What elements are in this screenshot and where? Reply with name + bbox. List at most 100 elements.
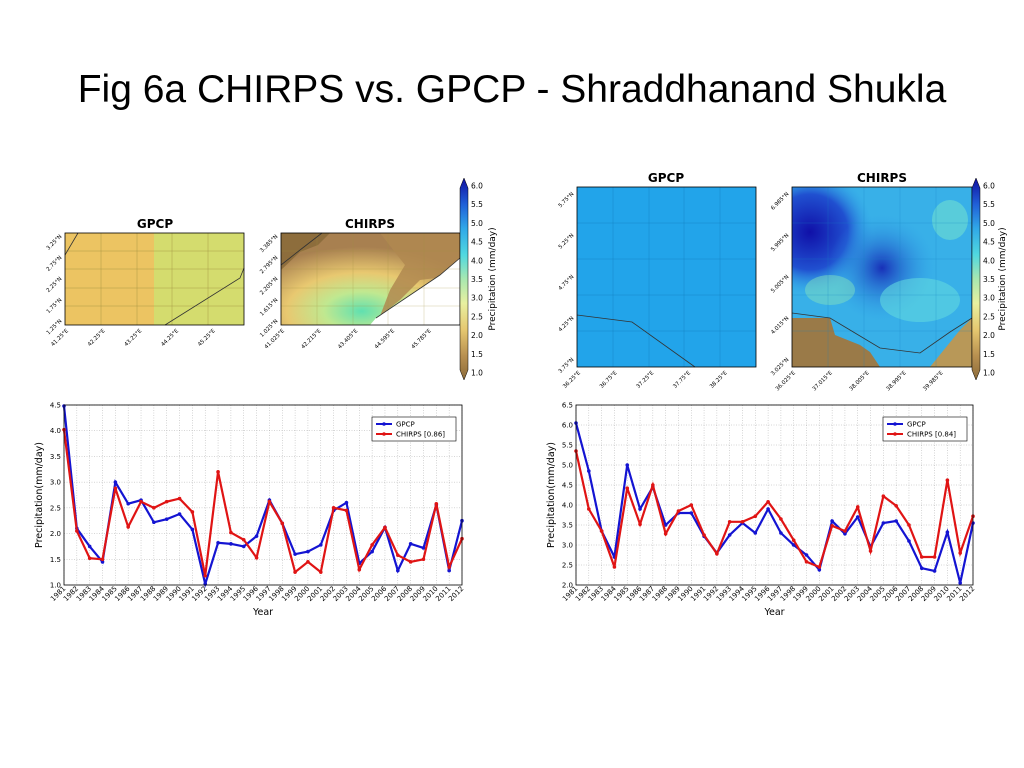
colorbar-right (971, 177, 981, 381)
data-point (907, 523, 911, 527)
y-tick-label: 2.5 (50, 504, 61, 512)
data-point (945, 530, 950, 534)
colorbar-tick-label: 5.5 (471, 200, 483, 209)
data-point (216, 541, 220, 545)
data-point (919, 555, 924, 559)
colorbar-tick-label: 3.0 (983, 294, 995, 303)
data-point (855, 505, 860, 509)
data-point (638, 507, 642, 511)
data-point (855, 515, 860, 519)
data-point (830, 519, 834, 523)
data-point (100, 560, 105, 564)
data-point (190, 527, 195, 532)
data-point (625, 463, 630, 467)
data-point (126, 525, 130, 529)
data-point (881, 521, 886, 525)
data-point (663, 523, 668, 527)
colorbar-tick-label: 1.0 (471, 369, 483, 378)
data-point (919, 566, 924, 570)
data-point (318, 543, 323, 547)
data-point (152, 506, 156, 510)
data-point (408, 560, 413, 564)
colorbar-tick-label: 2.0 (471, 331, 483, 340)
y-tick-label: 4.5 (562, 482, 573, 490)
data-point (766, 507, 770, 511)
y-tick-label: 6.0 (562, 422, 573, 430)
y-tick-label: 4.5 (50, 402, 61, 410)
legend-label: GPCP (396, 421, 415, 429)
data-point (190, 510, 195, 514)
colorbar-right-label: Precipitation (mm/day) (998, 227, 1008, 330)
y-tick-label: 4.0 (562, 502, 573, 510)
data-point (689, 511, 694, 515)
data-point (370, 549, 374, 554)
y-axis-label: Precipitation(mm/day) (546, 442, 557, 548)
y-tick-label: 2.0 (562, 582, 573, 590)
data-point (894, 504, 898, 508)
map-title-chirps-left: CHIRPS (345, 217, 395, 231)
data-point (740, 520, 745, 524)
data-point (177, 496, 182, 501)
legend-label: CHIRPS [0.86] (396, 431, 445, 439)
chirps-right-map (791, 186, 973, 368)
data-point (766, 500, 770, 504)
colorbar-left-label: Precipitation (mm/day) (488, 227, 498, 330)
data-point (727, 520, 732, 524)
colorbar-tick-label: 4.5 (471, 238, 483, 247)
data-point (868, 549, 873, 553)
data-point (434, 501, 439, 506)
slide-title: Fig 6a CHIRPS vs. GPCP - Shraddhanand Sh… (77, 68, 947, 111)
y-tick-label: 4.0 (50, 427, 61, 435)
data-point (830, 524, 834, 528)
data-point (241, 544, 246, 549)
colorbar-tick-label: 1.0 (983, 369, 995, 378)
data-point (587, 507, 591, 511)
legend: GPCP CHIRPS [0.86] (371, 416, 457, 442)
x-tick-label: 2012 (958, 585, 976, 603)
data-point (612, 565, 617, 569)
colorbar-tick-label: 1.5 (983, 350, 995, 359)
data-point (638, 522, 642, 526)
legend: GPCP CHIRPS [0.84] (882, 416, 968, 442)
data-point (932, 569, 937, 573)
data-point (599, 529, 604, 533)
chirps-left-map (280, 232, 461, 326)
grid (575, 404, 974, 586)
data-point (164, 517, 169, 521)
y-tick-label: 3.0 (562, 542, 573, 550)
data-point (817, 568, 822, 572)
data-point (753, 531, 758, 535)
legend-label: GPCP (907, 421, 926, 429)
data-point (87, 544, 92, 549)
data-point (331, 506, 336, 510)
data-point (241, 537, 246, 542)
data-point (126, 501, 130, 506)
data-point (216, 470, 220, 474)
colorbar-tick-label: 5.5 (983, 200, 995, 209)
data-point (293, 552, 297, 556)
data-point (87, 556, 92, 561)
map-title-gpcp-right: GPCP (648, 171, 684, 185)
data-point (791, 543, 796, 547)
data-point (177, 512, 182, 516)
data-point (280, 521, 285, 526)
data-point (907, 539, 911, 543)
data-point (447, 568, 451, 573)
y-tick-label: 2.5 (562, 562, 573, 570)
data-point (663, 532, 668, 536)
data-point (306, 549, 310, 554)
data-point (587, 469, 591, 473)
series-line-gpcp (574, 422, 975, 584)
data-point (408, 542, 413, 546)
data-point (318, 570, 323, 574)
colorbar-tick-label: 3.5 (471, 275, 483, 284)
colorbar-tick-label: 2.5 (471, 312, 483, 321)
y-tick-label: 6.5 (562, 402, 573, 410)
gpcp-right-map (576, 186, 757, 368)
data-point (344, 508, 349, 513)
data-point (75, 529, 79, 533)
x-axis-label: Year (763, 607, 784, 618)
data-point (791, 538, 796, 542)
data-point (804, 560, 809, 564)
